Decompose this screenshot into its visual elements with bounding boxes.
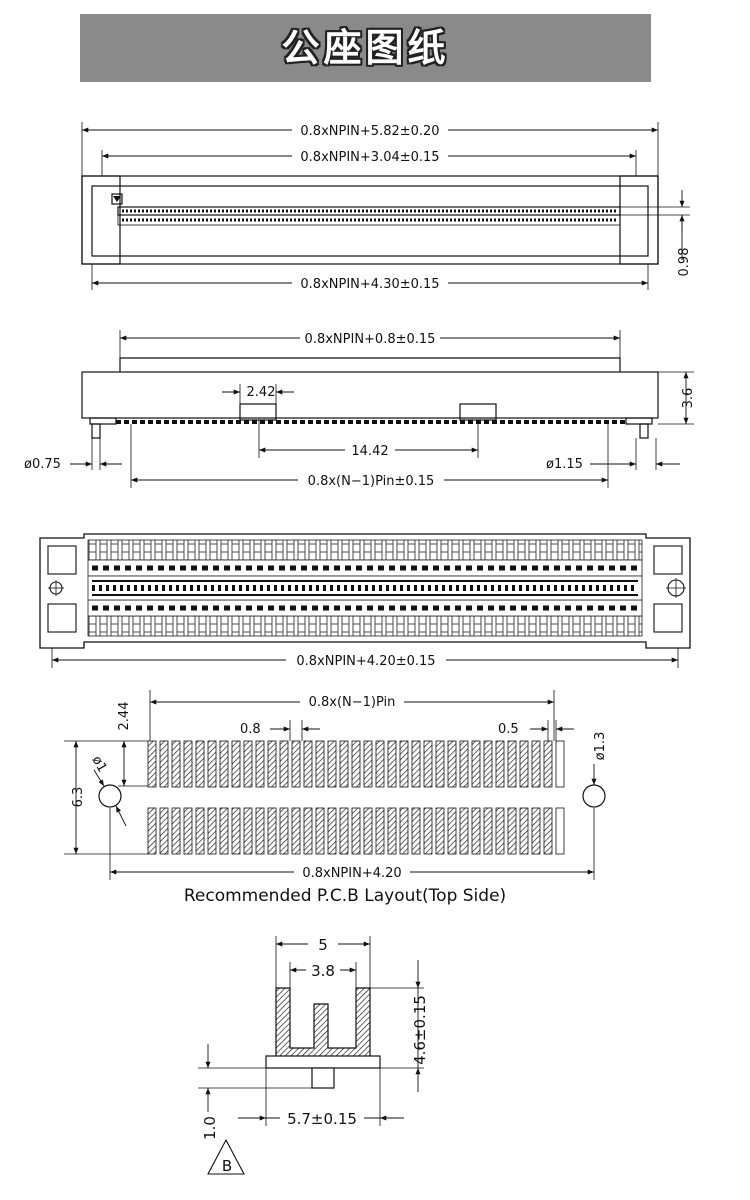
dim-pcb-pad-width: 0.5 [498,722,519,737]
title-banner: 公座图纸 [80,14,651,82]
dim-bottom-overall: 0.8xNPIN+4.20±0.15 [296,654,435,669]
dim-bottom-width: 0.8xNPIN+4.30±0.15 [300,277,439,292]
pcb-layout [64,690,606,880]
dim-pcb-height-top: 2.44 [117,702,132,731]
page-title: 公座图纸 [281,26,450,70]
dim-pin-span: 0.8x(N−1)Pin±0.15 [308,474,435,489]
section-labels: 5 3.8 4.6±0.15 5.7±0.15 1.0 B [201,934,429,1175]
front-view-labels: 0.8xNPIN+0.8±0.15 2.42 14.42 0.8x(N−1)Pi… [24,330,696,489]
top-view-labels: 0.8xNPIN+5.82±0.20 0.8xNPIN+3.04±0.15 0.… [292,122,692,292]
dim-inner-width: 0.8xNPIN+3.04±0.15 [300,150,439,165]
dim-post-width: 2.42 [247,385,276,400]
dim-pcb-total: 0.8xNPIN+4.20 [302,866,401,881]
dim-right-diameter: ø1.15 [546,457,583,472]
dim-overall-width: 0.8xNPIN+5.82±0.20 [300,124,439,139]
dim-top-width: 0.8xNPIN+0.8±0.15 [305,332,436,347]
dim-section-inner: 3.8 [311,962,335,980]
dim-pcb-hole-left: ø1 [88,753,109,775]
section-mark: B [222,1157,232,1175]
pcb-caption: Recommended P.C.B Layout(Top Side) [184,886,506,906]
dim-section-base: 5.7±0.15 [287,1110,357,1128]
dim-pcb-pitch: 0.8 [240,722,261,737]
dim-height: 3.6 [681,388,696,409]
dim-post-spacing: 14.42 [351,444,388,459]
pcb-labels: 0.8x(N−1)Pin 2.44 0.8 0.5 ø1.3 ø1 6.3 0.… [71,693,608,906]
dim-section-height: 4.6±0.15 [411,995,429,1065]
dim-pcb-hole-right: ø1.3 [593,732,608,761]
section-view [198,936,424,1175]
top-view [81,122,690,290]
dim-side-height: 0.98 [677,248,692,277]
front-view [70,330,694,488]
dim-pcb-span: 0.8x(N−1)Pin [309,695,396,710]
dim-left-diameter: ø0.75 [24,457,61,472]
dim-section-outer: 5 [318,936,328,954]
dim-section-standoff: 1.0 [201,1116,219,1140]
dim-pcb-rows: 6.3 [71,787,86,808]
bottom-view: 0.8xNPIN+4.20±0.15 [39,533,691,669]
